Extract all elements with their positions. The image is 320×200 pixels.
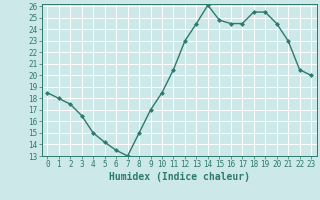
X-axis label: Humidex (Indice chaleur): Humidex (Indice chaleur) — [109, 172, 250, 182]
